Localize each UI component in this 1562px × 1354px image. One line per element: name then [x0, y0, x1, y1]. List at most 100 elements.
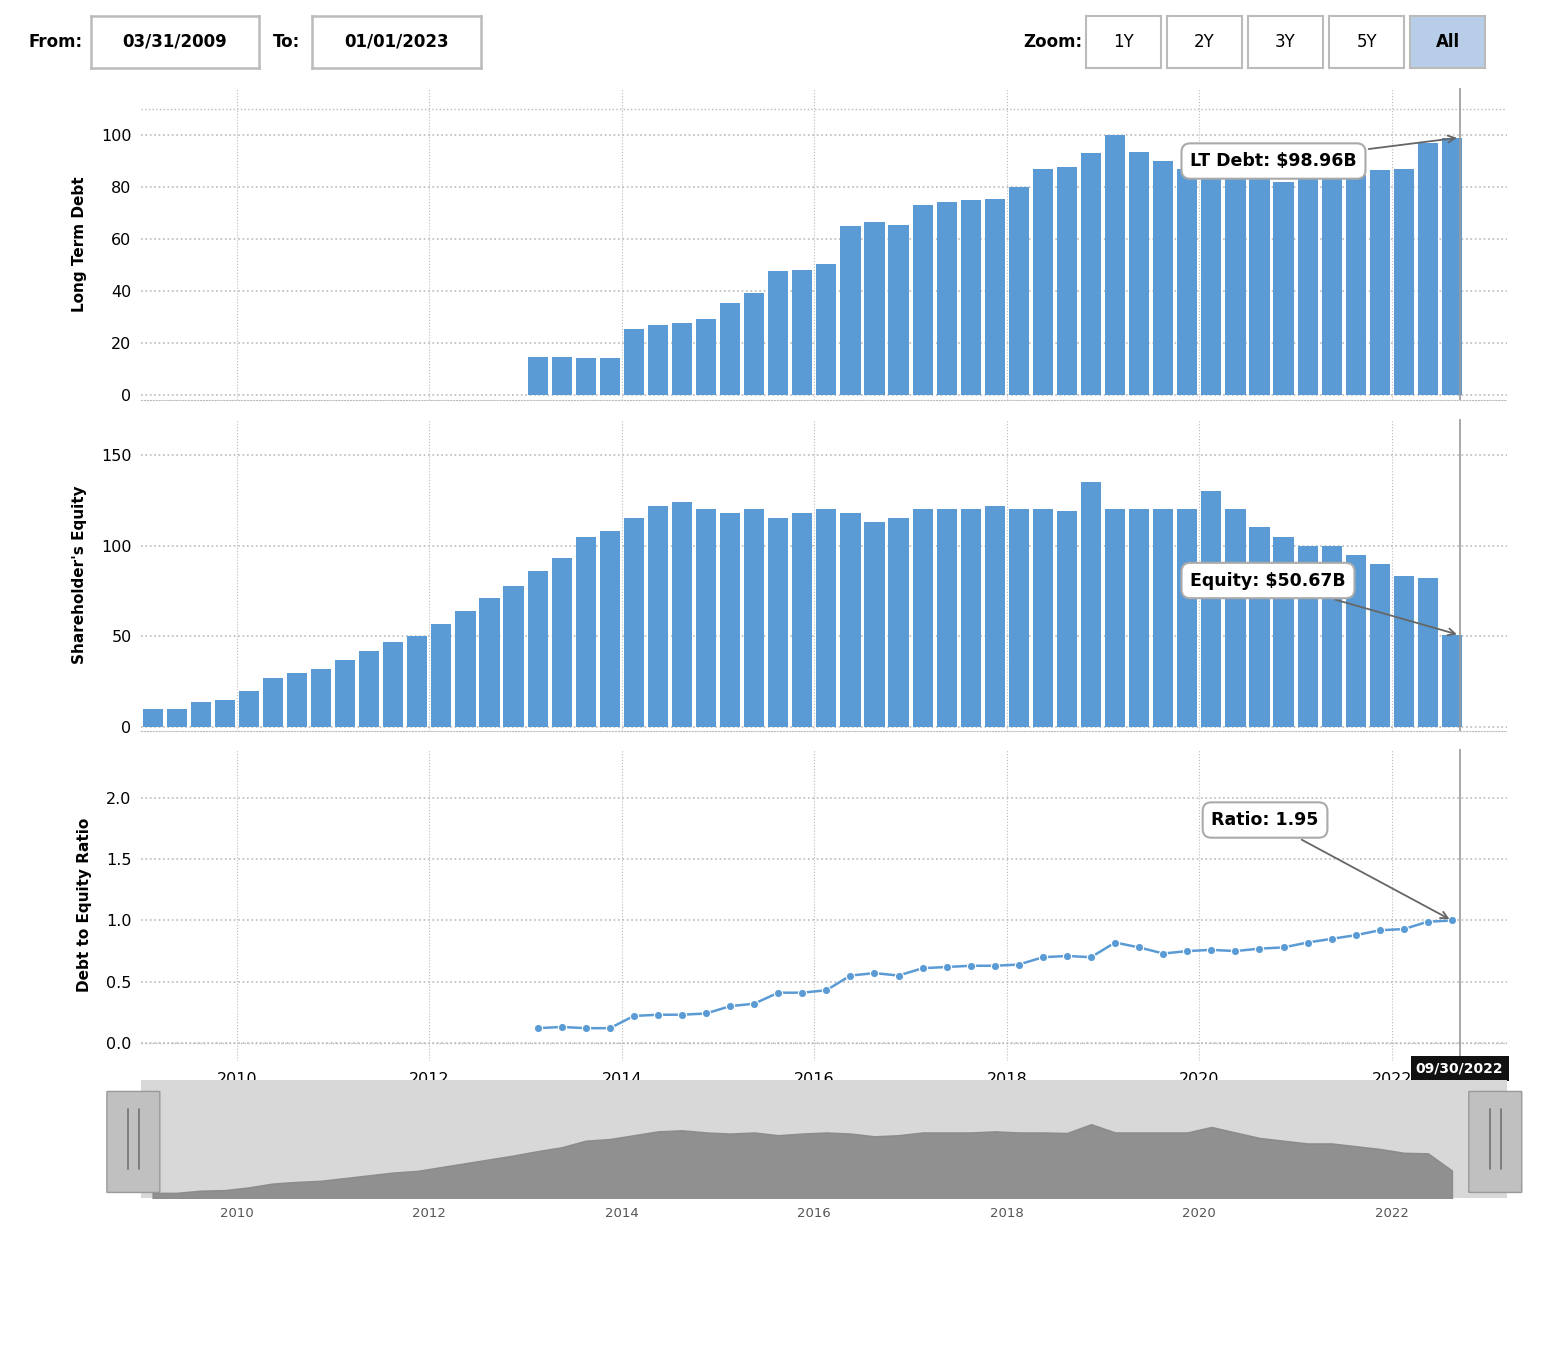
Bar: [1057, 510, 1078, 727]
Text: Zoom:: Zoom:: [1023, 32, 1082, 51]
Bar: [383, 642, 403, 727]
Point: [1367, 919, 1392, 941]
Bar: [889, 225, 909, 395]
Text: LT Debt: $98.96B: LT Debt: $98.96B: [1190, 135, 1454, 171]
Bar: [551, 356, 572, 395]
Bar: [984, 199, 1004, 395]
Bar: [817, 509, 837, 727]
Bar: [576, 536, 595, 727]
Point: [1151, 942, 1176, 964]
Bar: [1032, 509, 1053, 727]
Bar: [697, 320, 715, 395]
Point: [814, 979, 839, 1001]
Bar: [167, 709, 187, 727]
Point: [1031, 946, 1056, 968]
Point: [1078, 946, 1103, 968]
Point: [1175, 940, 1200, 961]
Bar: [359, 651, 380, 727]
Bar: [1009, 187, 1029, 395]
Bar: [311, 669, 331, 727]
Text: 3Y: 3Y: [1275, 32, 1296, 51]
Text: 2Y: 2Y: [1193, 32, 1215, 51]
Bar: [1442, 635, 1462, 727]
Point: [525, 1017, 550, 1039]
Text: 5Y: 5Y: [1356, 32, 1378, 51]
Point: [1320, 927, 1345, 949]
Bar: [937, 509, 958, 727]
Bar: [1393, 577, 1414, 727]
Bar: [455, 611, 475, 727]
Text: 09/30/2022: 09/30/2022: [1415, 1062, 1504, 1075]
Bar: [1201, 492, 1221, 727]
Bar: [1153, 509, 1173, 727]
Bar: [1298, 546, 1318, 727]
Point: [597, 1017, 622, 1039]
Point: [1200, 940, 1225, 961]
Point: [1126, 937, 1151, 959]
FancyBboxPatch shape: [1468, 1091, 1521, 1193]
Point: [1295, 932, 1320, 953]
Bar: [1009, 509, 1029, 727]
Bar: [287, 673, 308, 727]
Bar: [1321, 175, 1342, 395]
Bar: [503, 585, 523, 727]
Bar: [1345, 555, 1365, 727]
Bar: [864, 222, 884, 395]
Bar: [672, 324, 692, 395]
Point: [958, 955, 982, 976]
Bar: [672, 502, 692, 727]
Point: [717, 995, 742, 1017]
Bar: [817, 264, 837, 395]
Point: [1054, 945, 1079, 967]
Text: 03/31/2009: 03/31/2009: [122, 32, 228, 51]
Bar: [1250, 173, 1270, 395]
Bar: [1273, 181, 1293, 395]
Bar: [912, 204, 933, 395]
Point: [837, 964, 862, 986]
Bar: [1129, 509, 1150, 727]
Bar: [1201, 175, 1221, 395]
Bar: [262, 678, 283, 727]
Bar: [1345, 175, 1365, 395]
Text: Equity: $50.67B: Equity: $50.67B: [1190, 571, 1456, 635]
Point: [1006, 953, 1031, 975]
Bar: [623, 519, 644, 727]
Bar: [744, 294, 764, 395]
Point: [982, 955, 1007, 976]
Bar: [431, 624, 451, 727]
Point: [934, 956, 959, 978]
Point: [1392, 918, 1417, 940]
Point: [1343, 925, 1368, 946]
Bar: [744, 509, 764, 727]
Bar: [720, 302, 740, 395]
Point: [1271, 937, 1296, 959]
Point: [550, 1016, 575, 1037]
Bar: [961, 509, 981, 727]
Bar: [984, 505, 1004, 727]
Bar: [334, 659, 355, 727]
Bar: [239, 691, 259, 727]
Bar: [1178, 169, 1198, 395]
Bar: [648, 505, 669, 727]
Bar: [1225, 509, 1245, 727]
Bar: [408, 636, 428, 727]
Bar: [961, 200, 981, 395]
Bar: [1393, 169, 1414, 395]
Bar: [1273, 536, 1293, 727]
Point: [645, 1003, 670, 1025]
Bar: [1104, 509, 1125, 727]
Point: [911, 957, 936, 979]
Text: To:: To:: [273, 32, 300, 51]
Bar: [792, 269, 812, 395]
Bar: [1057, 168, 1078, 395]
Bar: [1370, 563, 1390, 727]
Bar: [864, 523, 884, 727]
Y-axis label: Debt to Equity Ratio: Debt to Equity Ratio: [77, 818, 92, 992]
Bar: [1081, 482, 1101, 727]
FancyBboxPatch shape: [106, 1091, 159, 1193]
Point: [862, 963, 887, 984]
Bar: [1250, 528, 1270, 727]
Bar: [528, 356, 548, 395]
Bar: [1129, 152, 1150, 395]
Point: [1415, 911, 1440, 933]
